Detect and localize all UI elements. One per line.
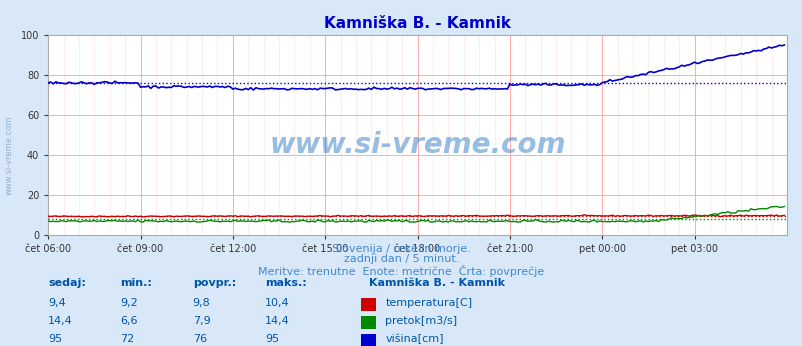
Text: 10,4: 10,4 <box>265 298 290 308</box>
Bar <box>361 316 375 329</box>
Text: 14,4: 14,4 <box>48 316 73 326</box>
Text: 9,4: 9,4 <box>48 298 66 308</box>
Text: zadnji dan / 5 minut.: zadnji dan / 5 minut. <box>343 254 459 264</box>
Text: Kamniška B. - Kamnik: Kamniška B. - Kamnik <box>369 279 504 289</box>
Text: min.:: min.: <box>120 279 152 289</box>
Text: Slovenija / reke in morje.: Slovenija / reke in morje. <box>332 244 470 254</box>
Title: Kamniška B. - Kamnik: Kamniška B. - Kamnik <box>324 16 510 31</box>
Text: temperatura[C]: temperatura[C] <box>385 298 472 308</box>
Text: višina[cm]: višina[cm] <box>385 334 444 344</box>
Text: 6,6: 6,6 <box>120 316 138 326</box>
Text: 9,8: 9,8 <box>192 298 210 308</box>
Text: 95: 95 <box>265 334 279 344</box>
Text: www.si-vreme.com: www.si-vreme.com <box>5 116 14 195</box>
Text: www.si-vreme.com: www.si-vreme.com <box>269 131 565 159</box>
Text: povpr.:: povpr.: <box>192 279 236 289</box>
Text: 9,2: 9,2 <box>120 298 138 308</box>
Bar <box>361 334 375 346</box>
Text: maks.:: maks.: <box>265 279 306 289</box>
Text: 76: 76 <box>192 334 207 344</box>
Text: sedaj:: sedaj: <box>48 279 86 289</box>
Text: pretok[m3/s]: pretok[m3/s] <box>385 316 457 326</box>
Text: 14,4: 14,4 <box>265 316 290 326</box>
Text: 72: 72 <box>120 334 135 344</box>
Text: 7,9: 7,9 <box>192 316 210 326</box>
Bar <box>361 298 375 311</box>
Text: 95: 95 <box>48 334 63 344</box>
Text: Meritve: trenutne  Enote: metrične  Črta: povprečje: Meritve: trenutne Enote: metrične Črta: … <box>258 265 544 277</box>
